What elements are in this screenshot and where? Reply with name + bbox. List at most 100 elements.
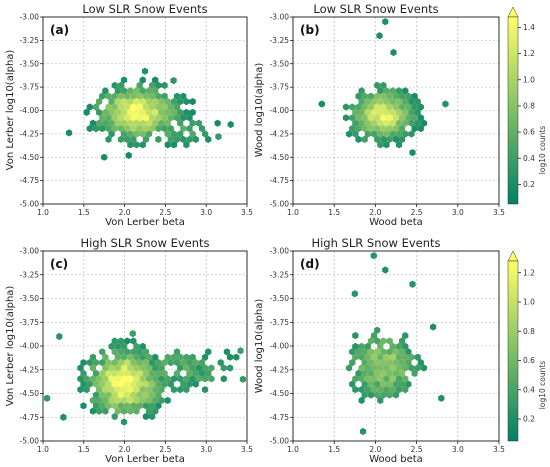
hexbin-cell: [130, 380, 137, 388]
hexbin-cell: [139, 119, 146, 127]
hexbin-cell: [149, 413, 156, 421]
panel-c-xlabel: Von Lerber beta: [105, 454, 185, 465]
hexbin-cell: [417, 114, 424, 122]
hexbin-cell: [405, 92, 412, 100]
hexbin-cell: [173, 92, 181, 100]
hexbin-cell: [133, 130, 140, 138]
hexbin-cell: [349, 114, 356, 122]
hexbin-cell: [355, 125, 362, 133]
hexbin-cell: [167, 114, 174, 122]
hexbin-cell: [127, 87, 134, 95]
hexbin-cell: [402, 98, 409, 106]
hexbin-cell: [205, 135, 212, 143]
panel-d-yticks: -3.00 -3.25 -3.50 -3.75 -4.00 -4.25 -4.50 -4.75…: [270, 247, 293, 446]
colorbar-tick-label: 0.6: [523, 356, 535, 365]
hexbin-cell: [152, 87, 159, 95]
hexbin-outlier-cell: [215, 133, 222, 141]
hexbin-cell: [355, 92, 362, 100]
hexbin-cell: [114, 407, 121, 415]
hexbin-cell: [136, 125, 143, 133]
hexbin-cell: [186, 359, 193, 367]
hexbin-cell: [111, 348, 118, 356]
x-tick-label: 3.5: [241, 445, 253, 454]
hexbin-cell: [405, 114, 412, 122]
x-tick-label: 3.0: [200, 445, 212, 454]
hexbin-cell: [83, 386, 90, 394]
hexbin-cell: [170, 98, 178, 106]
hexbin-cell: [86, 380, 93, 388]
hexbin-cell: [214, 119, 221, 127]
hexbin-cell: [155, 359, 162, 367]
hexbin-cell: [392, 135, 399, 143]
hexbin-cell: [402, 332, 409, 340]
hexbin-cell: [145, 87, 153, 95]
hexbin-cell: [364, 375, 371, 383]
hexbin-cell: [105, 380, 112, 388]
hexbin-cell: [205, 348, 212, 356]
hexbin-outlier-cell: [60, 413, 67, 421]
x-tick-label: 1.0: [37, 208, 49, 217]
hexbin-cell: [380, 103, 387, 111]
hexbin-cell: [392, 380, 399, 388]
panel-c-xticks: 1.0 1.5 2.0 2.5 3.0 3.5: [37, 441, 253, 454]
hexbin-cell: [152, 396, 159, 404]
y-tick-label: -3.75: [20, 83, 40, 92]
hexbin-cell: [383, 98, 390, 106]
hexbin-cell: [395, 386, 403, 394]
hexbin-cell: [370, 364, 378, 372]
hexbin-cell: [395, 364, 403, 372]
hexbin-cell: [142, 402, 149, 410]
hexbin-cell: [145, 386, 153, 394]
hexbin-cell: [377, 342, 384, 350]
hexbin-cell: [399, 348, 406, 356]
hexbin-cell: [420, 364, 428, 372]
hexbin-cell: [89, 407, 96, 415]
hexbin-cell: [149, 380, 156, 388]
hexbin-cell: [355, 103, 362, 111]
hexbin-cell: [149, 369, 156, 377]
colorbar-top: 0.2 0.4 0.6 0.8 1.0 1.2 1.4 log10 counts: [507, 6, 547, 205]
colorbar-bottom: 0.2 0.4 0.6 0.8 1.0 1.2 log10 counts: [507, 250, 547, 442]
hexbin-cell: [399, 380, 406, 388]
hexbin-cell: [111, 103, 118, 111]
hexbin-cell: [145, 353, 153, 361]
hexbin-outlier-cell: [409, 280, 416, 288]
hexbin-cell: [117, 92, 125, 100]
hexbin-cell: [377, 98, 384, 106]
colorbar-tick-label: 1.2: [523, 268, 535, 277]
hexbin-cell: [161, 114, 168, 122]
colorbar-tick-label: 0.4: [523, 154, 535, 163]
hexbin-cell: [342, 114, 350, 122]
x-tick-label: 1.5: [78, 208, 90, 217]
hexbin-cell: [130, 359, 137, 367]
hexbin-cell: [173, 103, 181, 111]
hexbin-cell: [149, 402, 156, 410]
hexbin-cell: [392, 369, 399, 377]
hexbin-cell: [99, 402, 106, 410]
hexbin-cell: [349, 380, 356, 388]
hexbin-cell: [142, 380, 149, 388]
hexbin-cell: [383, 353, 390, 361]
hexbin-cell: [402, 364, 409, 372]
panel-a-ylabel: Von Lerber log10(alpha): [5, 50, 16, 171]
hexbin-cell: [102, 364, 109, 372]
hexbin-cell: [149, 81, 156, 89]
hexbin-cell: [133, 375, 140, 383]
hexbin-outlier-cell: [227, 120, 234, 129]
hexbin-cell: [136, 114, 143, 122]
hexbin-outlier-cell: [56, 332, 63, 341]
panel-a-yticks: -3.00 -3.25 -3.50 -3.75 -4.00 -4.25 -4.50 -4.75…: [20, 13, 43, 209]
hexbin-cell: [120, 98, 128, 106]
hexbin-cell: [130, 369, 137, 377]
hexbin-cell: [108, 342, 115, 350]
hexbin-cell: [395, 108, 403, 116]
hexbin-cell: [417, 125, 424, 133]
hexbin-cell: [80, 402, 87, 410]
hexbin-cell: [195, 375, 202, 383]
hexbin-cell: [402, 375, 409, 383]
hexbin-cell: [161, 380, 168, 388]
hexbin-cell: [114, 364, 121, 372]
hexbin-outlier-cell: [370, 252, 377, 260]
hexbin-cell: [170, 353, 178, 361]
hexbin-cell: [361, 359, 368, 367]
